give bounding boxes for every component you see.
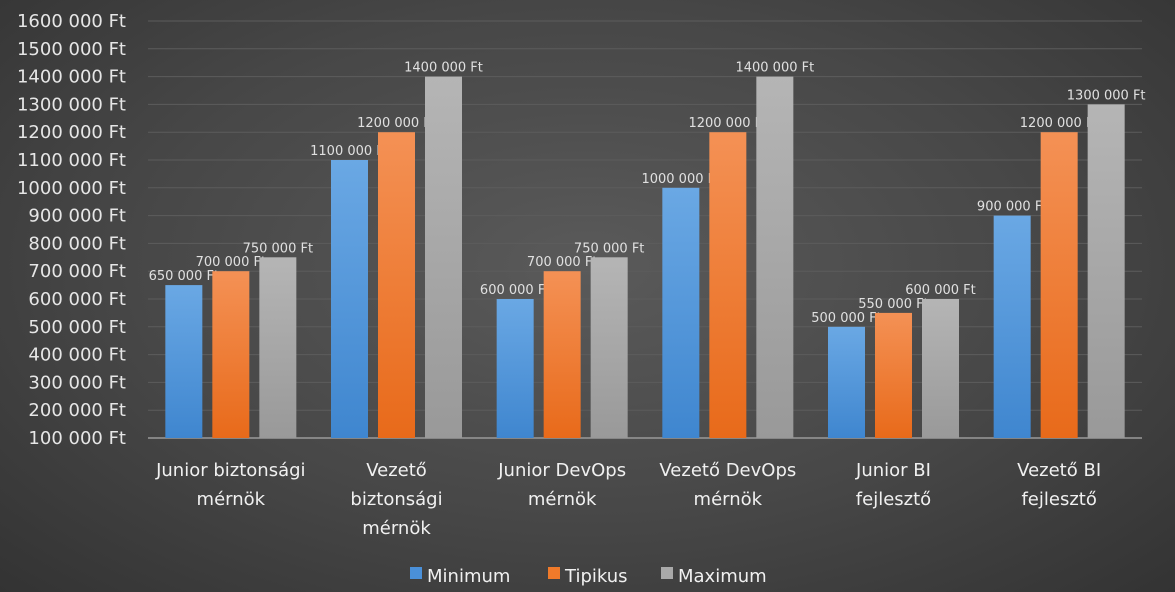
data-label: 750 000 Ft — [574, 241, 644, 256]
y-tick-label: 800 000 Ft — [28, 233, 126, 254]
x-category-label: mérnök — [362, 518, 431, 539]
data-label: 750 000 Ft — [243, 241, 313, 256]
bar-tipikus — [212, 271, 250, 438]
x-category-label: biztonsági — [350, 489, 442, 510]
data-label: 650 000 Ft — [149, 269, 219, 284]
legend-label: Minimum — [427, 566, 510, 587]
y-tick-label: 100 000 Ft — [28, 428, 126, 449]
x-category-label: Vezető BI — [1017, 460, 1101, 481]
bar-tipikus — [875, 312, 912, 438]
bar-maximum — [756, 76, 794, 438]
data-label: 1400 000 Ft — [735, 61, 814, 76]
x-category-label: fejlesztő — [1021, 489, 1096, 510]
y-tick-label: 1500 000 Ft — [17, 39, 126, 60]
y-tick-label: 1400 000 Ft — [17, 67, 126, 88]
x-category-label: Vezető — [366, 460, 427, 481]
bar-minimum — [828, 326, 865, 438]
legend-swatch-tipikus — [548, 567, 560, 579]
bar-tipikus — [709, 132, 747, 438]
data-label: 900 000 Ft — [977, 200, 1047, 215]
legend-swatch-maximum — [661, 567, 673, 579]
data-label: 1300 000 Ft — [1067, 88, 1146, 103]
x-category-label: Junior DevOps — [497, 460, 626, 481]
y-tick-label: 1200 000 Ft — [17, 122, 126, 143]
data-label: 1000 000 Ft — [641, 172, 720, 187]
bar-maximum — [425, 76, 462, 438]
y-tick-label: 500 000 Ft — [28, 317, 126, 338]
data-label: 550 000 Ft — [858, 297, 928, 312]
legend-label: Maximum — [678, 566, 767, 587]
y-tick-label: 1000 000 Ft — [17, 178, 126, 199]
bar-minimum — [993, 215, 1031, 438]
y-tick-label: 1300 000 Ft — [17, 94, 126, 115]
bar-maximum — [590, 257, 628, 438]
bar-maximum — [259, 257, 297, 438]
data-label: 700 000 Ft — [196, 255, 266, 270]
y-tick-label: 1600 000 Ft — [17, 11, 126, 32]
bar-minimum — [331, 160, 368, 438]
bar-maximum — [1087, 104, 1125, 439]
data-label: 700 000 Ft — [527, 255, 597, 270]
y-tick-label: 300 000 Ft — [28, 372, 126, 393]
bar-tipikus — [543, 271, 581, 438]
bar-maximum — [922, 299, 959, 438]
x-category-label: mérnök — [197, 489, 266, 510]
bar-minimum — [165, 285, 203, 438]
legend-label: Tipikus — [564, 566, 628, 587]
bar-tipikus — [1040, 132, 1078, 438]
x-category-label: Junior biztonsági — [155, 460, 305, 481]
y-tick-label: 400 000 Ft — [28, 345, 126, 366]
y-tick-label: 700 000 Ft — [28, 261, 126, 282]
x-category-label: fejlesztő — [856, 489, 931, 510]
y-tick-label: 200 000 Ft — [28, 400, 126, 421]
bar-minimum — [662, 187, 700, 438]
data-label: 1200 000 Ft — [1020, 116, 1099, 131]
x-category-label: Junior BI — [855, 460, 931, 481]
bar-minimum — [496, 299, 534, 438]
data-label: 1200 000 Ft — [357, 116, 436, 131]
y-tick-label: 900 000 Ft — [28, 206, 126, 227]
x-category-label: mérnök — [694, 489, 763, 510]
x-category-label: mérnök — [528, 489, 597, 510]
legend-swatch-minimum — [410, 567, 422, 579]
data-label: 1100 000 Ft — [310, 144, 389, 159]
data-label: 1400 000 Ft — [404, 61, 483, 76]
x-category-label: Vezető DevOps — [659, 460, 796, 481]
data-label: 1200 000 Ft — [688, 116, 767, 131]
data-label: 600 000 Ft — [480, 283, 550, 298]
y-tick-label: 600 000 Ft — [28, 289, 126, 310]
data-label: 500 000 Ft — [811, 311, 881, 326]
bar-tipikus — [378, 132, 415, 438]
y-tick-label: 1100 000 Ft — [17, 150, 126, 171]
data-label: 600 000 Ft — [905, 283, 975, 298]
